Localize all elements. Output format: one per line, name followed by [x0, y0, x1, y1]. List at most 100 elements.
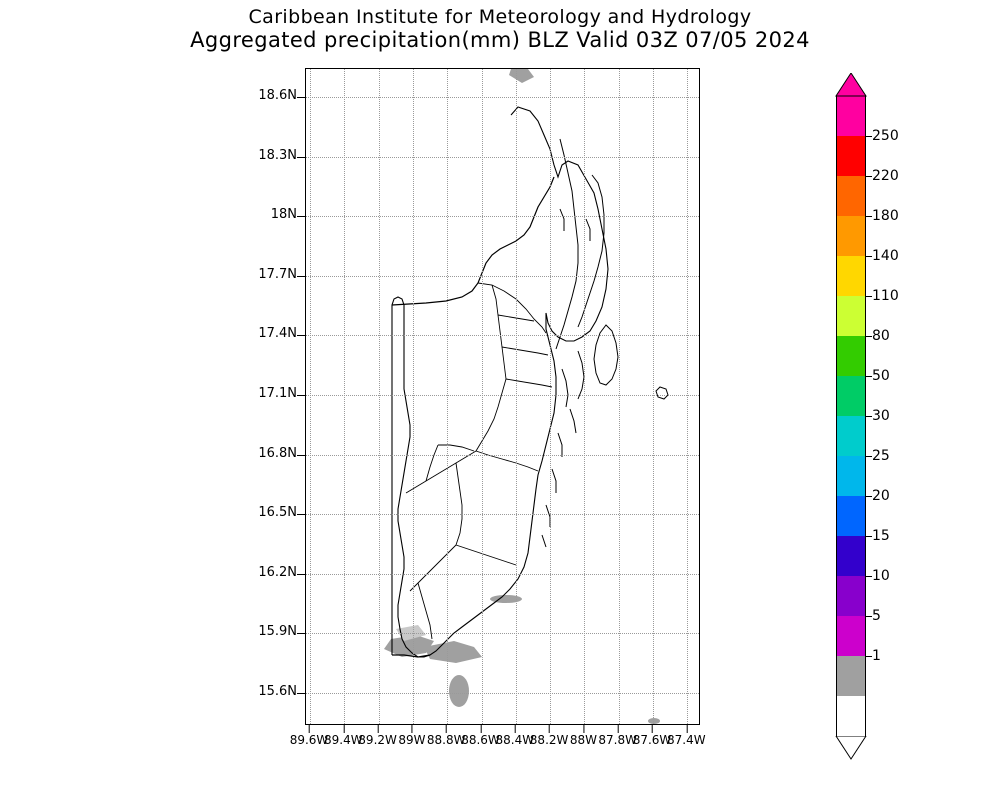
colorbar-tick-mark: [866, 536, 872, 537]
x-axis-label: 88.8W: [427, 725, 465, 747]
y-axis-label: 17.7N: [258, 266, 297, 282]
x-axis-label: 89W: [398, 725, 425, 747]
colorbar-segment[interactable]: [836, 416, 866, 456]
title-line-2: Aggregated precipitation(mm) BLZ Valid 0…: [190, 28, 810, 52]
colorbar-segment[interactable]: [836, 696, 866, 736]
colorbar-tick-mark: [866, 616, 872, 617]
colorbar-tick-label: 1: [872, 648, 881, 664]
title-line-1: Caribbean Institute for Meteorology and …: [248, 6, 752, 28]
y-axis-tick: [297, 335, 305, 337]
colorbar-tick-mark: [866, 656, 872, 657]
colorbar-tick-label: 220: [872, 168, 899, 184]
x-axis-label: 87.8W: [598, 725, 637, 747]
x-axis-label: 87.4W: [667, 725, 706, 747]
colorbar-tick-label: 80: [872, 328, 890, 344]
gridline-horizontal: [306, 454, 699, 456]
colorbar-tick-mark: [866, 176, 872, 177]
y-axis-tick: [297, 156, 305, 158]
colorbar-tick-mark: [866, 416, 872, 417]
gridline-horizontal: [306, 97, 699, 98]
gridline-vertical: [378, 69, 380, 724]
colorbar-tick-label: 180: [872, 208, 899, 224]
colorbar-tick-mark: [866, 576, 872, 577]
y-axis-tick: [297, 693, 305, 694]
colorbar-tick-mark: [866, 376, 872, 377]
y-axis-tick: [297, 395, 305, 396]
y-axis-label: 18.6N: [258, 88, 297, 103]
x-axis-label: 88.4W: [496, 725, 534, 747]
x-axis-label: 89.4W: [324, 725, 363, 747]
cayes-and-reef: [541, 138, 669, 548]
gridline-vertical: [550, 69, 552, 724]
colorbar-tick-label: 110: [872, 288, 899, 304]
x-axis-label: 88W: [570, 725, 597, 747]
y-axis-label: 17.4N: [258, 326, 297, 342]
colorbar-tick-mark: [866, 136, 872, 137]
colorbar-segment[interactable]: [836, 376, 866, 416]
colorbar-segment[interactable]: [836, 456, 866, 496]
y-axis-label: 18.3N: [258, 147, 297, 163]
colorbar-tick-label: 50: [872, 368, 890, 384]
colorbar-tick-label: 15: [872, 528, 890, 544]
y-axis-tick: [297, 216, 305, 218]
colorbar-segment[interactable]: [836, 496, 866, 536]
gridline-vertical: [481, 69, 483, 724]
y-axis-label: 16.8N: [258, 445, 297, 461]
y-axis-tick: [297, 97, 305, 98]
gridline-vertical: [310, 69, 311, 724]
gridline-vertical: [412, 69, 414, 724]
colorbar-tick-mark: [866, 336, 872, 337]
gridline-vertical: [344, 69, 346, 724]
colorbar-tick-mark: [866, 456, 872, 457]
y-axis-label: 18N: [270, 207, 297, 223]
y-axis-label: 17.1N: [258, 386, 297, 401]
colorbar-segment[interactable]: [836, 616, 866, 656]
x-axis-label: 88.2W: [530, 725, 568, 747]
colorbar-segment[interactable]: [836, 536, 866, 576]
colorbar-tick-label: 140: [872, 248, 899, 264]
colorbar-tick-label: 25: [872, 448, 890, 464]
x-axis-label: 89.2W: [358, 725, 397, 747]
colorbar-segment[interactable]: [836, 656, 866, 696]
chart-title: Caribbean Institute for Meteorology and …: [0, 6, 1000, 52]
gridline-horizontal: [306, 693, 699, 694]
belize-map-graphic: [384, 69, 669, 724]
colorbar-segment[interactable]: [836, 136, 866, 176]
x-axis-label: 88.6W: [461, 725, 500, 747]
colorbar-bottom-arrow-outline: [835, 736, 867, 760]
y-axis-label: 15.6N: [258, 684, 297, 699]
gridline-vertical: [653, 69, 654, 724]
colorbar-tick-label: 5: [872, 608, 881, 624]
gridline-vertical: [584, 69, 586, 724]
map-plot-area[interactable]: [305, 68, 700, 725]
colorbar-segment[interactable]: [836, 176, 866, 216]
gridline-vertical: [447, 69, 449, 724]
colorbar[interactable]: [836, 96, 866, 736]
y-axis-label: 16.5N: [258, 505, 297, 521]
colorbar-segment[interactable]: [836, 216, 866, 256]
colorbar-tick-mark: [866, 296, 872, 297]
district-boundaries: [405, 282, 553, 640]
x-axis-label: 87.6W: [633, 725, 671, 747]
y-axis-tick: [297, 275, 305, 277]
colorbar-tick-mark: [866, 216, 872, 217]
gridline-vertical: [618, 69, 620, 724]
y-axis-tick: [297, 454, 305, 456]
colorbar-tick-label: 250: [872, 128, 899, 144]
colorbar-tick-label: 10: [872, 568, 890, 584]
gridline-horizontal: [306, 573, 699, 575]
x-axis: 89.6W 89.4W 89.2W 89W 88.8W 88.6W 88.4W 88.2W 88…: [290, 725, 715, 749]
colorbar-tick-mark: [866, 496, 872, 497]
colorbar-segment[interactable]: [836, 336, 866, 376]
colorbar-segment[interactable]: [836, 256, 866, 296]
colorbar-tick-mark: [866, 256, 872, 257]
colorbar-tick-label: 30: [872, 408, 890, 424]
y-axis-tick: [297, 633, 305, 635]
y-axis-label: 16.2N: [258, 564, 297, 580]
colorbar-segment[interactable]: [836, 576, 866, 616]
gridline-horizontal: [306, 335, 699, 337]
gridline-horizontal: [306, 514, 699, 516]
colorbar-segment[interactable]: [836, 96, 866, 136]
colorbar-segment[interactable]: [836, 296, 866, 336]
x-axis-label: 89.6W: [290, 725, 328, 747]
